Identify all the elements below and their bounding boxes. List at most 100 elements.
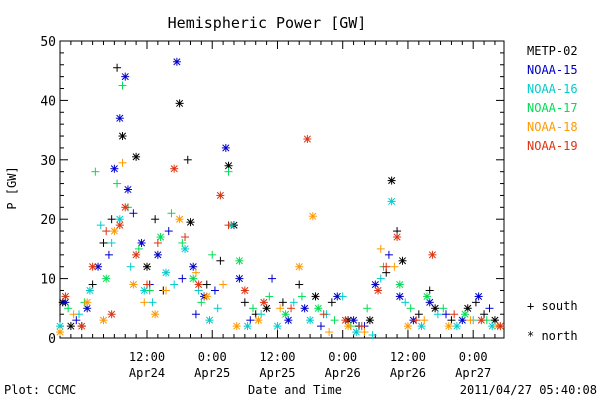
data-point xyxy=(352,328,361,337)
data-point xyxy=(132,250,141,259)
data-point xyxy=(126,262,135,271)
legend: METP-02 NOAA-15 NOAA-16 NOAA-17 NOAA-18 NOAA-… xyxy=(527,44,578,343)
marker-stroke xyxy=(233,322,241,330)
data-point xyxy=(376,274,385,283)
data-point xyxy=(243,322,252,331)
marker-stroke xyxy=(496,322,504,330)
data-point xyxy=(110,227,119,236)
marker-stroke xyxy=(121,203,129,211)
data-point xyxy=(85,286,94,295)
data-point xyxy=(72,316,81,325)
data-point xyxy=(300,304,309,313)
y-tick-label: 0 xyxy=(48,332,56,347)
data-point xyxy=(401,298,410,307)
marker-stroke xyxy=(186,218,195,226)
marker-stroke xyxy=(86,286,94,295)
data-point xyxy=(153,238,162,247)
data-point xyxy=(374,286,383,295)
data-point xyxy=(56,322,64,331)
marker-stroke xyxy=(116,114,124,122)
marker-stroke xyxy=(116,215,124,223)
data-point xyxy=(61,298,70,307)
legend-entry: METP-02 xyxy=(527,44,578,58)
y-tick-label: 20 xyxy=(40,213,56,228)
data-point xyxy=(123,185,132,194)
marker-stroke xyxy=(273,322,282,330)
marker-stroke xyxy=(301,304,309,312)
marker-stroke xyxy=(181,245,189,253)
data-point xyxy=(88,262,97,271)
data-point xyxy=(224,167,233,176)
data-point xyxy=(194,280,203,289)
marker-stroke xyxy=(154,251,162,259)
marker-stroke xyxy=(94,263,102,271)
data-point xyxy=(202,292,211,301)
data-point xyxy=(278,298,287,307)
marker-stroke xyxy=(333,292,341,300)
data-point xyxy=(118,81,127,90)
legend-entry: NOAA-15 xyxy=(527,63,578,77)
data-point xyxy=(137,238,146,247)
marker-stroke xyxy=(56,328,64,336)
marker-stroke xyxy=(396,280,404,289)
marker-stroke xyxy=(176,215,184,223)
data-point xyxy=(412,316,421,325)
marker-stroke xyxy=(110,165,118,173)
data-point xyxy=(219,280,228,289)
data-point xyxy=(107,238,116,247)
x-tick-date-label: Apr24 xyxy=(129,366,165,380)
data-point xyxy=(295,262,304,271)
data-point xyxy=(183,155,192,164)
x-tick-date-label: Apr27 xyxy=(455,366,491,380)
data-point xyxy=(311,292,320,301)
data-point xyxy=(428,250,437,259)
data-point xyxy=(368,331,377,340)
data-point xyxy=(458,316,467,325)
data-point xyxy=(148,298,157,307)
symbol-legend-entry: + south xyxy=(527,299,578,313)
data-point xyxy=(151,310,160,319)
marker-stroke xyxy=(162,269,170,277)
data-point xyxy=(420,316,429,325)
data-point xyxy=(235,256,244,265)
data-point xyxy=(262,304,271,313)
marker-stroke xyxy=(260,298,268,306)
marker-stroke xyxy=(284,316,292,324)
marker-stroke xyxy=(151,310,159,318)
data-point xyxy=(414,310,423,319)
marker-stroke xyxy=(157,233,165,241)
data-point xyxy=(319,310,328,319)
data-point xyxy=(102,274,111,283)
marker-stroke xyxy=(428,251,436,259)
data-point xyxy=(216,256,225,265)
data-point xyxy=(431,304,440,313)
marker-stroke xyxy=(464,304,472,312)
footer-left: Plot: CCMC xyxy=(4,383,76,397)
data-point xyxy=(191,268,200,277)
data-point xyxy=(140,298,149,307)
data-point xyxy=(254,316,263,325)
data-point xyxy=(132,152,141,161)
marker-stroke xyxy=(235,275,243,283)
marker-stroke xyxy=(176,99,184,107)
data-point xyxy=(365,316,374,325)
data-point xyxy=(175,215,184,224)
data-point xyxy=(69,310,78,319)
data-point xyxy=(268,274,277,283)
data-point xyxy=(265,292,274,301)
legend-entry: NOAA-16 xyxy=(527,82,578,96)
marker-stroke xyxy=(216,191,224,199)
data-point xyxy=(162,268,171,277)
data-point xyxy=(433,310,442,319)
data-point xyxy=(145,286,154,295)
data-point xyxy=(357,322,366,331)
x-tick-date-label: Apr25 xyxy=(259,366,295,380)
marker-stroke xyxy=(477,316,485,324)
data-point xyxy=(338,292,347,301)
data-point xyxy=(297,292,306,301)
data-point xyxy=(107,215,116,224)
data-point xyxy=(466,316,475,325)
data-point xyxy=(452,322,461,331)
data-point xyxy=(107,310,116,319)
